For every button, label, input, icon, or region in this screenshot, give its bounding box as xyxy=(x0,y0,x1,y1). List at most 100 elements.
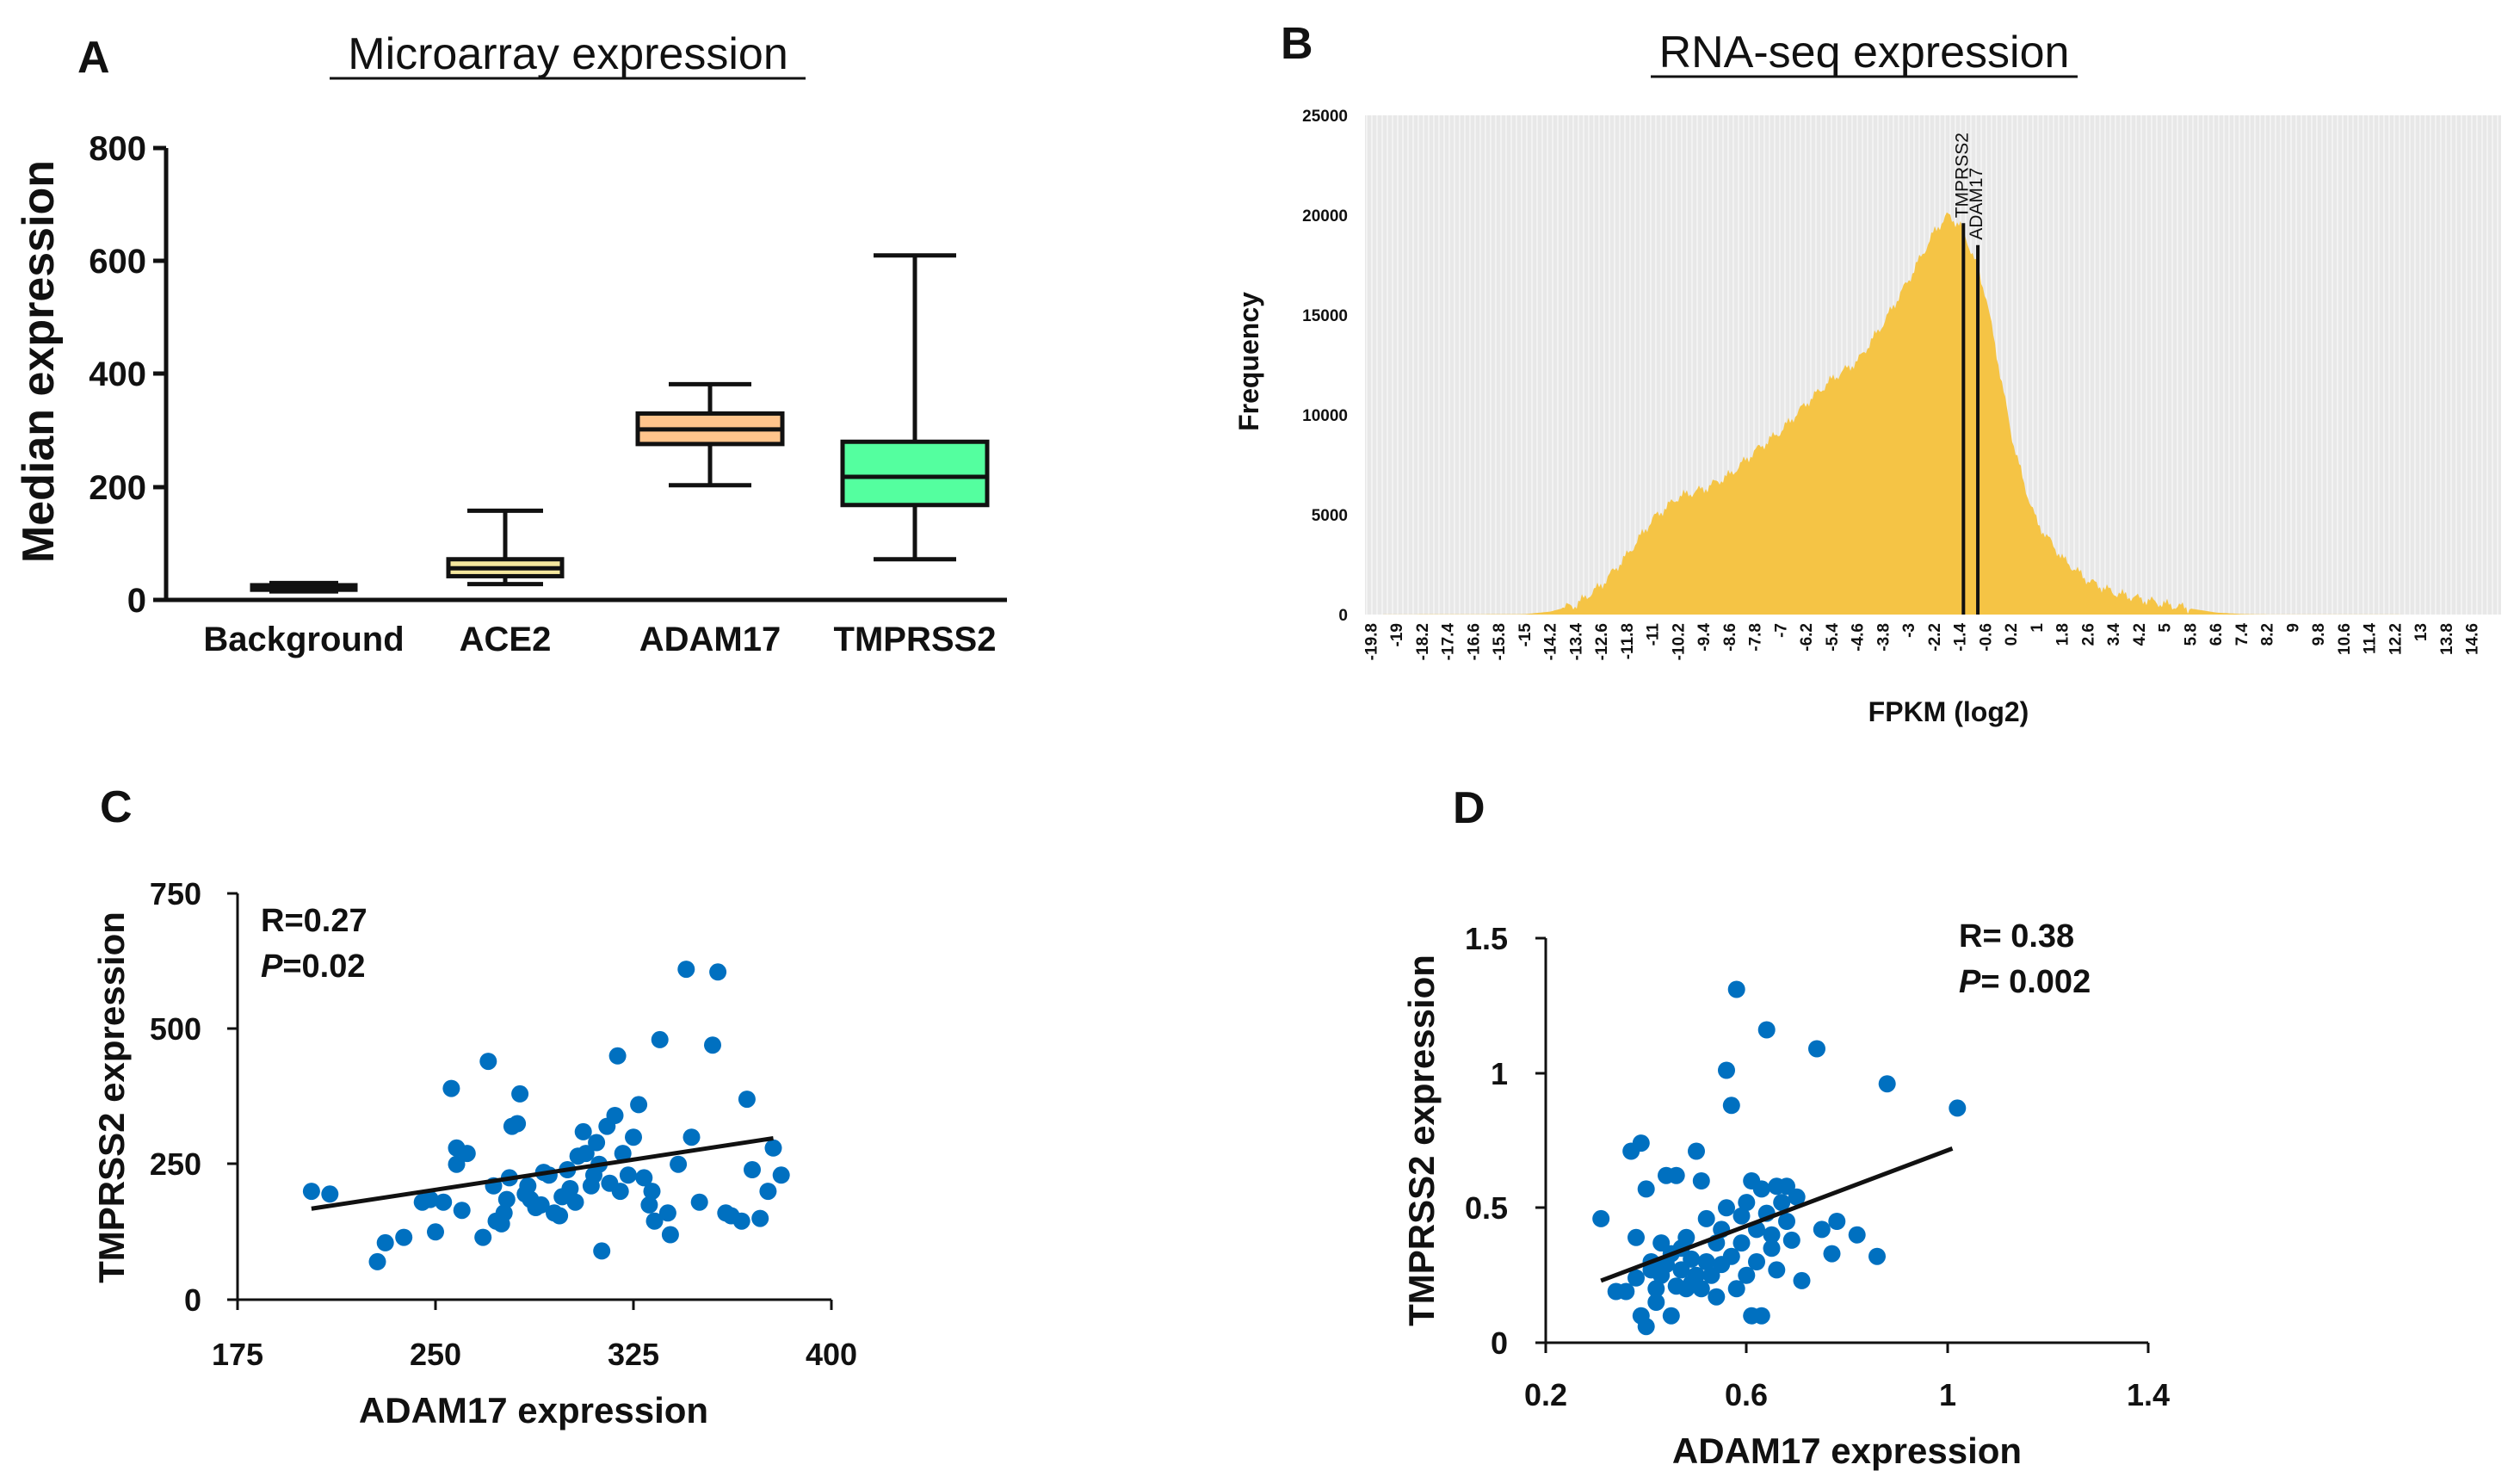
scatter-point xyxy=(764,1139,782,1157)
scatter-point xyxy=(1722,1247,1740,1265)
panel-b-histogram-bars xyxy=(1365,212,2501,615)
scatter-point xyxy=(1848,1226,1866,1244)
panel-b-xtick-label: 2.6 xyxy=(2079,623,2097,646)
scatter-point xyxy=(1722,1097,1740,1115)
scatter-point xyxy=(1763,1226,1781,1244)
scatter-point xyxy=(1773,1194,1791,1212)
panel-a-label: A xyxy=(77,33,110,83)
scatter-point xyxy=(593,1242,611,1260)
panel-b-xtick-label: -14.2 xyxy=(1542,623,1560,660)
panel-b-xtick-label: -8.6 xyxy=(1721,623,1739,652)
scatter-point xyxy=(479,1053,497,1071)
scatter-point xyxy=(453,1202,471,1220)
panel-d-ytick-label: 1.5 xyxy=(1465,921,1508,956)
panel-b-ytick-label: 20000 xyxy=(1302,207,1348,226)
panel-b-xtick-label: -11 xyxy=(1645,623,1663,646)
box-body xyxy=(840,439,990,508)
panel-b-ylabel: Frequency xyxy=(1233,292,1264,431)
panel-b-xtick-label: 14.6 xyxy=(2464,623,2482,655)
scatter-point xyxy=(435,1193,453,1211)
scatter-point xyxy=(1692,1280,1710,1298)
panel-a-category-label: Background xyxy=(203,621,404,658)
scatter-point xyxy=(1868,1247,1886,1265)
panel-c-xtick-label: 175 xyxy=(212,1337,263,1372)
panel-b-xtick-label: 13.8 xyxy=(2438,623,2456,655)
scatter-point xyxy=(588,1134,606,1152)
panel-d-xtick-label: 0.6 xyxy=(1725,1377,1768,1412)
panel-c-label: C xyxy=(100,782,133,832)
panel-b-ytick-label: 5000 xyxy=(1312,507,1348,525)
panel-b-xtick-label: 7.4 xyxy=(2233,623,2251,646)
panel-b-xtick-label: 1.8 xyxy=(2054,623,2072,646)
scatter-point xyxy=(1692,1172,1710,1189)
scatter-point xyxy=(1949,1099,1967,1117)
scatter-point xyxy=(1637,1180,1655,1198)
panel-b-ytick-label: 15000 xyxy=(1302,307,1348,325)
scatter-point xyxy=(376,1233,394,1251)
scatter-point xyxy=(1732,1207,1751,1225)
panel-b-xtick-label: 8.2 xyxy=(2259,623,2277,646)
scatter-point xyxy=(1778,1213,1795,1230)
scatter-point xyxy=(772,1166,790,1184)
scatter-point xyxy=(625,1128,642,1146)
panel-b-xtick-label: -6.2 xyxy=(1798,623,1816,652)
panel-b-xtick-label: -12.6 xyxy=(1593,623,1611,660)
panel-d-r-value: R= 0.38 xyxy=(1959,918,2074,955)
panel-b-xtick-label: -2.2 xyxy=(1926,623,1944,652)
panel-b-xtick-label: -18.2 xyxy=(1414,623,1432,660)
panel-d-ytick-label: 0.5 xyxy=(1465,1190,1508,1226)
scatter-point xyxy=(744,1161,761,1178)
scatter-point xyxy=(661,1226,679,1244)
panel-a-boxes xyxy=(250,253,990,594)
scatter-point xyxy=(1768,1261,1786,1279)
panel-b: B RNA-seq expression Frequency FPKM (log… xyxy=(1233,19,2501,727)
scatter-point xyxy=(1808,1040,1825,1058)
panel-b-xtick-label: -11.8 xyxy=(1619,623,1637,659)
panel-b-xtick-label: -3 xyxy=(1900,623,1918,638)
panel-b-xtick-label: -19.8 xyxy=(1362,623,1380,660)
scatter-point xyxy=(442,1079,460,1097)
scatter-point xyxy=(677,961,695,979)
panel-b-xtick-label: -4.6 xyxy=(1850,623,1868,652)
scatter-point xyxy=(1628,1269,1645,1287)
panel-a-y-ticks: 0 200 400 600 800 xyxy=(89,130,166,620)
scatter-point xyxy=(1828,1213,1846,1230)
panel-b-xtick-label: -19 xyxy=(1388,623,1406,646)
scatter-point xyxy=(1727,980,1745,998)
panel-c-p-symbol: P xyxy=(261,949,283,985)
scatter-point xyxy=(1632,1134,1650,1152)
scatter-point xyxy=(574,1122,592,1140)
scatter-point xyxy=(614,1145,632,1163)
panel-c-points xyxy=(302,961,790,1270)
scatter-point xyxy=(1697,1253,1715,1270)
scatter-point xyxy=(738,1091,756,1109)
scatter-point xyxy=(495,1204,513,1222)
panel-d-xtick-label: 1 xyxy=(1939,1377,1956,1412)
scatter-point xyxy=(635,1169,653,1187)
scatter-point xyxy=(645,1212,664,1230)
panel-c-xlabel: ADAM17 expression xyxy=(359,1390,708,1430)
panel-b-xtick-label: -17.4 xyxy=(1440,623,1458,661)
scatter-point xyxy=(1662,1307,1680,1325)
panel-b-xtick-label: -7.8 xyxy=(1747,623,1765,652)
scatter-point xyxy=(566,1193,584,1211)
panel-c-ylabel: TMPRSS2 expression xyxy=(91,911,132,1283)
panel-c-xtick-label: 325 xyxy=(608,1337,659,1372)
panel-d-ytick-label: 1 xyxy=(1491,1056,1508,1091)
scatter-point xyxy=(1727,1280,1745,1298)
annotation-label: TMPRSS2 xyxy=(1952,133,1972,218)
panel-a-ytick-label: 400 xyxy=(89,355,146,393)
panel-b-title: RNA-seq expression xyxy=(1659,28,2070,77)
panel-b-xtick-label: 10.6 xyxy=(2336,623,2354,655)
panel-d-p-value: P= 0.002 xyxy=(1959,964,2091,1000)
box-ace2 xyxy=(446,508,565,587)
panel-b-ytick-label: 25000 xyxy=(1302,108,1348,126)
scatter-point xyxy=(1732,1234,1751,1252)
panel-b-x-ticks: -19.8 -19 -18.2 -17.4 -16.6 -15.8 -15 -14.2 -13.… xyxy=(1362,623,2481,661)
panel-d-trendline xyxy=(1600,1146,1954,1283)
panel-c-ytick-label: 0 xyxy=(184,1282,201,1318)
scatter-point xyxy=(1748,1253,1765,1270)
panel-a-category-label: TMPRSS2 xyxy=(834,621,997,658)
scatter-point xyxy=(1592,1209,1610,1227)
